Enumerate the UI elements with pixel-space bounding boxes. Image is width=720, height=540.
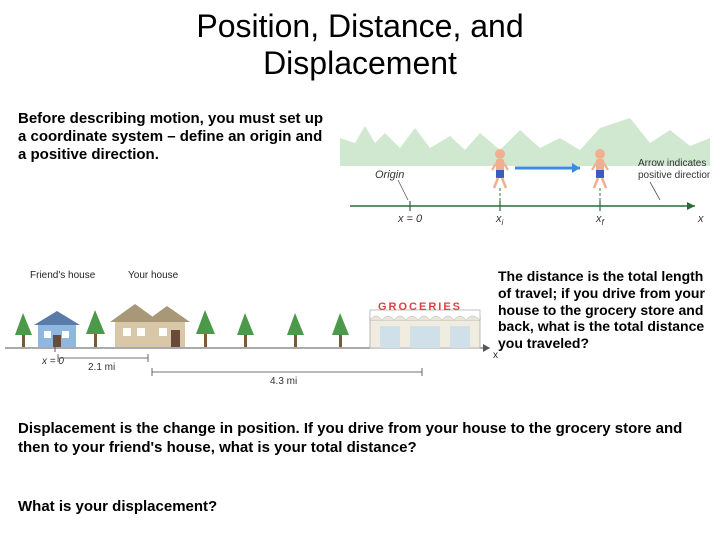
friend-label: Friend's house <box>30 270 96 281</box>
intro-text: Before describing motion, you must set u… <box>18 110 323 163</box>
street-axis-arrow <box>483 344 490 352</box>
street-diagram: x Friend's house Your house GROCERIES x … <box>0 258 500 398</box>
question-text: What is your displacement? <box>18 498 217 515</box>
your-house <box>110 304 190 347</box>
tree-2 <box>86 310 105 347</box>
xi-label: xi <box>495 213 504 227</box>
title-line: Position, Distance, and Displacement <box>196 8 523 81</box>
store-sign-text: GROCERIES <box>378 301 462 313</box>
xf-label: xf <box>595 213 605 227</box>
displacement-paragraph: Displacement is the change in position. … <box>18 420 702 458</box>
displacement-question: What is your displacement? <box>18 498 217 515</box>
dim-2-text: 4.3 mi <box>270 376 297 387</box>
page-title: Position, Distance, and Displacement <box>0 0 720 82</box>
coordinate-diagram: Origin Arrow indicates positive directio… <box>340 108 710 238</box>
origin-label: Origin <box>375 169 404 181</box>
tree-1 <box>15 313 32 347</box>
tree-3 <box>196 310 215 347</box>
axis-end-label: x <box>697 213 704 225</box>
x0-label: x = 0 <box>397 213 423 225</box>
dim-1-text: 2.1 mi <box>88 362 115 373</box>
intro-paragraph: Before describing motion, you must set u… <box>18 110 328 164</box>
tree-6 <box>332 313 349 347</box>
arrow-label-1: Arrow indicates <box>638 158 706 169</box>
axis-arrowhead <box>687 202 695 210</box>
distance-paragraph: The distance is the total length of trav… <box>498 268 708 352</box>
your-label: Your house <box>128 270 179 281</box>
tree-4 <box>237 313 254 347</box>
displacement-text: Displacement is the change in position. … <box>18 420 682 456</box>
arrow-label-2: positive direction <box>638 170 710 181</box>
friends-house <box>34 311 80 347</box>
tree-5 <box>287 313 304 347</box>
grocery-store: GROCERIES <box>370 301 480 348</box>
distance-text: The distance is the total length of trav… <box>498 268 705 351</box>
